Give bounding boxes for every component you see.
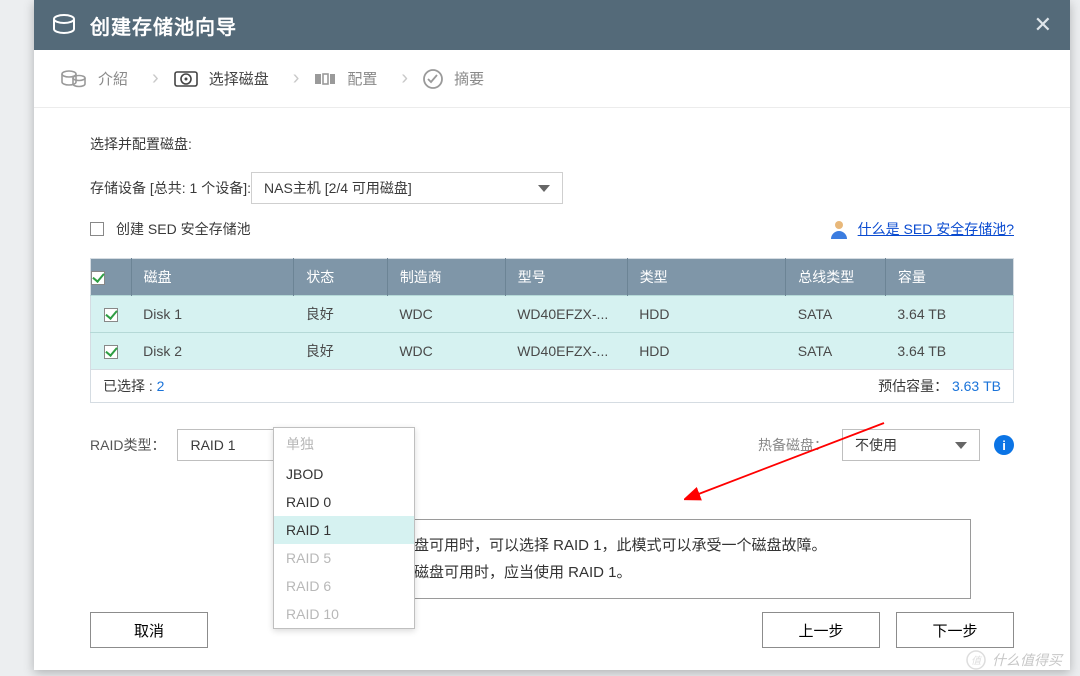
col-header: 制造商: [387, 259, 505, 296]
title-bar: 创建存储池向导 ✕: [34, 0, 1070, 50]
cell: 3.64 TB: [885, 333, 1013, 370]
sed-pool-label: 创建 SED 安全存储池: [116, 219, 251, 239]
cell: HDD: [627, 296, 786, 333]
cell: 良好: [294, 296, 388, 333]
raid-tooltip: 有两个磁盘可用时，可以选择 RAID 1，此模式可以承受一个磁盘故障。 只有两个…: [335, 519, 971, 599]
col-header: 总线类型: [786, 259, 886, 296]
col-header: 型号: [505, 259, 627, 296]
selected-label: 已选择 :: [103, 378, 153, 394]
raid-option[interactable]: RAID 1: [274, 516, 414, 544]
cell: SATA: [786, 296, 886, 333]
raid-type-dropdown[interactable]: 单独JBODRAID 0RAID 1RAID 5RAID 6RAID 10: [273, 427, 415, 629]
storage-pool-icon: [52, 14, 76, 36]
storage-device-label: 存储设备 [总共: 1 个设备]:: [90, 178, 251, 198]
col-header: 容量: [885, 259, 1013, 296]
cell: HDD: [627, 333, 786, 370]
table-row[interactable]: Disk 2良好WDCWD40EFZX-...HDDSATA3.64 TB: [91, 333, 1014, 370]
row-checkbox[interactable]: [104, 345, 118, 359]
raid-option: RAID 10: [274, 600, 414, 628]
step-summary-label: 摘要: [454, 68, 484, 89]
sed-pool-checkbox[interactable]: [90, 222, 104, 236]
row-checkbox[interactable]: [104, 308, 118, 322]
cancel-button[interactable]: 取消: [90, 612, 208, 648]
col-header: 状态: [294, 259, 388, 296]
chevron-down-icon: [955, 442, 967, 449]
step-disks[interactable]: 选择磁盘: [173, 68, 269, 89]
step-intro-label: 介紹: [98, 68, 128, 89]
step-divider-icon: ›: [401, 67, 408, 90]
section-title: 选择并配置磁盘:: [90, 134, 1014, 154]
prev-button[interactable]: 上一步: [762, 612, 880, 648]
info-icon[interactable]: i: [994, 435, 1014, 455]
step-divider-icon: ›: [293, 67, 300, 90]
cell: 良好: [294, 333, 388, 370]
wizard-modal: 创建存储池向导 ✕ 介紹 › 选择磁盘 › 配置 › 摘要 选择并配置磁盘: 存…: [34, 0, 1070, 670]
cell: Disk 2: [131, 333, 294, 370]
step-intro[interactable]: 介紹: [60, 68, 128, 90]
storage-device-selected: NAS主机 [2/4 可用磁盘]: [264, 178, 412, 198]
annotation-arrow: [684, 415, 904, 535]
cell: WD40EFZX-...: [505, 296, 627, 333]
estimate-label: 预估容量：: [878, 378, 948, 394]
wizard-content: 选择并配置磁盘: 存储设备 [总共: 1 个设备]: NAS主机 [2/4 可用…: [34, 108, 1070, 461]
watermark: 值 什么值得买: [966, 650, 1062, 670]
cell: WD40EFZX-...: [505, 333, 627, 370]
estimate-value: 3.63 TB: [952, 378, 1001, 394]
help-avatar-icon: [828, 218, 850, 240]
step-summary[interactable]: 摘要: [422, 68, 484, 90]
raid-option: RAID 6: [274, 572, 414, 600]
tooltip-line1: 有两个磁盘可用时，可以选择 RAID 1，此模式可以承受一个磁盘故障。: [354, 532, 952, 559]
raid-type-selected: RAID 1: [190, 437, 235, 453]
select-all-header[interactable]: [91, 259, 132, 296]
step-config[interactable]: 配置: [313, 68, 377, 89]
raid-type-label: RAID类型：: [90, 429, 165, 455]
raid-option[interactable]: RAID 0: [274, 488, 414, 516]
storage-device-select[interactable]: NAS主机 [2/4 可用磁盘]: [251, 172, 563, 204]
cell: Disk 1: [131, 296, 294, 333]
step-divider-icon: ›: [152, 67, 159, 90]
col-header: 类型: [627, 259, 786, 296]
raid-option[interactable]: JBOD: [274, 460, 414, 488]
cell: WDC: [387, 333, 505, 370]
tooltip-line2: 只有两个磁盘可用时，应当使用 RAID 1。: [354, 559, 952, 586]
footer-buttons: 取消 上一步 下一步: [34, 612, 1070, 648]
step-config-label: 配置: [347, 68, 377, 89]
raid-option: 单独: [274, 428, 414, 460]
disk-table: 磁盘状态制造商型号类型总线类型容量 Disk 1良好WDCWD40EFZX-..…: [90, 258, 1014, 370]
selected-count: 2: [157, 378, 165, 394]
chevron-down-icon: [538, 185, 550, 192]
step-disks-label: 选择磁盘: [209, 68, 269, 89]
close-icon[interactable]: ✕: [1034, 12, 1052, 38]
wizard-steps: 介紹 › 选择磁盘 › 配置 › 摘要: [34, 50, 1070, 108]
raid-option: RAID 5: [274, 544, 414, 572]
col-header: 磁盘: [131, 259, 294, 296]
next-button[interactable]: 下一步: [896, 612, 1014, 648]
cell: SATA: [786, 333, 886, 370]
cell: 3.64 TB: [885, 296, 1013, 333]
svg-text:值: 值: [971, 655, 983, 667]
table-row[interactable]: Disk 1良好WDCWD40EFZX-...HDDSATA3.64 TB: [91, 296, 1014, 333]
sed-help-link[interactable]: 什么是 SED 安全存储池?: [858, 219, 1014, 239]
modal-title: 创建存储池向导: [90, 11, 1034, 40]
table-status-bar: 已选择 : 2 预估容量： 3.63 TB: [90, 370, 1014, 403]
cell: WDC: [387, 296, 505, 333]
